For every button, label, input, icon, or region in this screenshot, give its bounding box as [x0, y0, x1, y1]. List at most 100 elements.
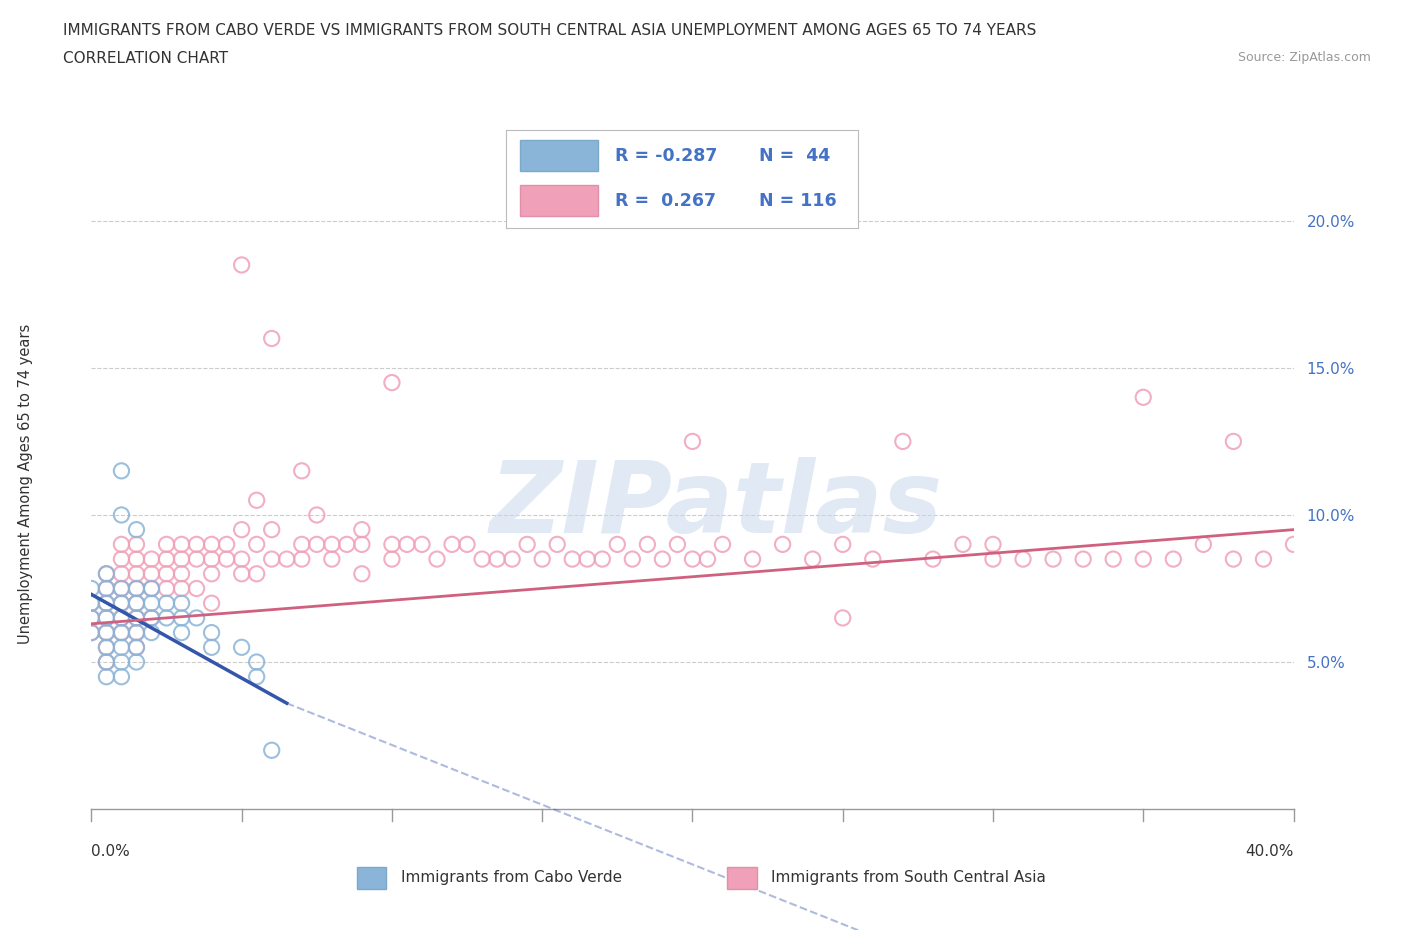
Point: [1253, 551, 1275, 566]
Point: [141, 581, 163, 596]
Point: [110, 655, 132, 670]
Point: [201, 566, 224, 581]
Point: [381, 375, 404, 390]
Point: [321, 551, 343, 566]
Point: [186, 610, 208, 625]
Point: [381, 537, 404, 551]
Point: [125, 655, 148, 670]
Point: [141, 610, 163, 625]
Point: [456, 537, 478, 551]
Point: [591, 551, 613, 566]
Point: [125, 596, 148, 611]
Point: [96, 655, 118, 670]
Point: [666, 537, 689, 551]
Point: [125, 596, 148, 611]
Point: [246, 493, 269, 508]
Point: [201, 596, 224, 611]
Point: [96, 655, 118, 670]
Point: [186, 551, 208, 566]
Point: [231, 640, 253, 655]
Point: [291, 551, 314, 566]
Point: [110, 596, 132, 611]
Point: [110, 596, 132, 611]
Point: [170, 537, 193, 551]
Point: [246, 537, 269, 551]
Point: [125, 523, 148, 538]
Point: [80, 610, 103, 625]
Point: [170, 581, 193, 596]
Point: [321, 537, 343, 551]
Point: [155, 537, 177, 551]
Text: ZIPatlas: ZIPatlas: [489, 457, 943, 554]
Point: [981, 537, 1004, 551]
Point: [80, 625, 103, 640]
Text: Immigrants from South Central Asia: Immigrants from South Central Asia: [770, 870, 1046, 885]
Point: [125, 566, 148, 581]
Point: [831, 537, 853, 551]
Text: N = 116: N = 116: [759, 192, 837, 209]
Point: [1222, 551, 1244, 566]
Point: [231, 566, 253, 581]
Point: [170, 596, 193, 611]
Point: [636, 537, 658, 551]
Point: [125, 640, 148, 655]
Point: [96, 625, 118, 640]
FancyBboxPatch shape: [520, 185, 598, 216]
Point: [110, 610, 132, 625]
Point: [170, 551, 193, 566]
Point: [291, 463, 314, 478]
Point: [1102, 551, 1125, 566]
Point: [110, 625, 132, 640]
Point: [201, 640, 224, 655]
Point: [141, 581, 163, 596]
Point: [96, 625, 118, 640]
Text: Immigrants from Cabo Verde: Immigrants from Cabo Verde: [401, 870, 621, 885]
Point: [231, 551, 253, 566]
Point: [215, 537, 238, 551]
Point: [1161, 551, 1184, 566]
Point: [1071, 551, 1094, 566]
Point: [411, 537, 433, 551]
Point: [981, 551, 1004, 566]
Point: [276, 551, 298, 566]
Text: CORRELATION CHART: CORRELATION CHART: [63, 51, 228, 66]
Point: [96, 566, 118, 581]
Point: [110, 508, 132, 523]
Point: [561, 551, 583, 566]
Point: [155, 581, 177, 596]
Point: [186, 537, 208, 551]
Point: [862, 551, 884, 566]
Point: [155, 551, 177, 566]
Point: [440, 537, 463, 551]
Point: [260, 551, 283, 566]
Point: [260, 331, 283, 346]
FancyBboxPatch shape: [357, 868, 387, 889]
Point: [606, 537, 628, 551]
FancyBboxPatch shape: [727, 868, 756, 889]
Point: [125, 581, 148, 596]
Point: [350, 566, 373, 581]
Point: [96, 670, 118, 684]
Point: [141, 551, 163, 566]
Point: [831, 610, 853, 625]
Point: [110, 581, 132, 596]
Point: [531, 551, 554, 566]
FancyBboxPatch shape: [520, 140, 598, 171]
Point: [125, 551, 148, 566]
Point: [501, 551, 523, 566]
Point: [80, 596, 103, 611]
Point: [696, 551, 718, 566]
Point: [1282, 537, 1305, 551]
Point: [486, 551, 509, 566]
Point: [80, 596, 103, 611]
Text: Source: ZipAtlas.com: Source: ZipAtlas.com: [1237, 51, 1371, 64]
Point: [576, 551, 599, 566]
Text: R =  0.267: R = 0.267: [616, 192, 716, 209]
Point: [381, 551, 404, 566]
Point: [186, 581, 208, 596]
Point: [231, 258, 253, 272]
Point: [110, 566, 132, 581]
Point: [201, 537, 224, 551]
Point: [110, 625, 132, 640]
Point: [246, 670, 269, 684]
